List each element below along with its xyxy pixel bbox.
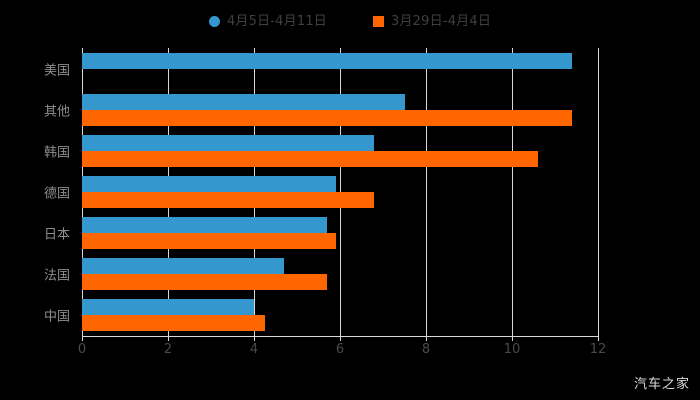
y-axis-label-德国: 德国 xyxy=(43,186,70,202)
bar-group-法国 xyxy=(82,258,598,291)
bar-法国-series-0[interactable] xyxy=(82,258,285,275)
bar-中国-series-1[interactable] xyxy=(82,315,265,332)
legend-item-1[interactable]: 3月29日-4月4日 xyxy=(373,15,491,28)
x-tick-mark-8 xyxy=(426,336,427,341)
y-axis-label-日本: 日本 xyxy=(43,227,70,243)
gridline-10 xyxy=(512,48,513,336)
x-tick-mark-12 xyxy=(598,336,599,341)
legend-item-0[interactable]: 4月5日-4月11日 xyxy=(208,13,327,29)
y-axis-label-美国: 美国 xyxy=(43,63,70,79)
bar-日本-series-0[interactable] xyxy=(82,217,328,234)
bar-德国-series-0[interactable] xyxy=(82,176,336,192)
x-tick-mark-2 xyxy=(168,336,169,341)
bar-美国-series-0[interactable] xyxy=(82,52,573,69)
legend-item-label: 4月5日-4月11日 xyxy=(226,13,327,29)
legend-swatch-square-icon xyxy=(373,15,384,27)
y-axis-label-其他: 其他 xyxy=(43,104,70,120)
bar-group-韩国 xyxy=(82,134,598,167)
x-tick-mark-6 xyxy=(340,336,341,341)
bar-group-其他 xyxy=(82,93,598,126)
bar-group-美国 xyxy=(82,52,598,85)
bar-其他-series-0[interactable] xyxy=(82,93,405,110)
x-tick-mark-10 xyxy=(512,336,513,341)
plot-area xyxy=(82,48,599,336)
bar-韩国-series-0[interactable] xyxy=(82,134,375,151)
watermark: 汽车之家 xyxy=(633,377,690,392)
y-axis-category-labels: 美国其他韩国德国日本法国中国 xyxy=(0,48,70,336)
legend-item-label: 3月29日-4月4日 xyxy=(391,13,492,29)
y-axis-label-韩国: 韩国 xyxy=(43,145,70,161)
x-tick-label-10: 10 xyxy=(503,342,521,357)
y-axis-label-中国: 中国 xyxy=(43,309,70,325)
x-tick-mark-4 xyxy=(254,336,255,341)
x-tick-mark-0 xyxy=(82,336,83,341)
gridline-8 xyxy=(426,48,427,336)
x-tick-label-12: 12 xyxy=(589,342,607,357)
bar-法国-series-1[interactable] xyxy=(82,274,328,291)
y-axis-label-法国: 法国 xyxy=(43,268,70,284)
x-tick-label-0: 0 xyxy=(77,342,87,357)
bar-韩国-series-1[interactable] xyxy=(82,150,538,167)
gridline-12 xyxy=(598,48,599,336)
bar-group-德国 xyxy=(82,176,598,208)
bar-group-日本 xyxy=(82,217,598,250)
bar-其他-series-1[interactable] xyxy=(82,109,573,126)
bar-group-中国 xyxy=(82,299,598,332)
x-tick-label-2: 2 xyxy=(163,342,173,357)
x-tick-label-4: 4 xyxy=(249,342,259,357)
bar-德国-series-1[interactable] xyxy=(82,192,375,208)
x-tick-label-6: 6 xyxy=(335,342,345,357)
bar-日本-series-1[interactable] xyxy=(82,233,336,250)
legend-swatch-dot-icon xyxy=(208,15,220,27)
bar-中国-series-0[interactable] xyxy=(82,299,254,316)
chart-legend: 4月5日-4月11日 3月29日-4月4日 xyxy=(0,10,700,32)
x-tick-label-8: 8 xyxy=(421,342,431,357)
